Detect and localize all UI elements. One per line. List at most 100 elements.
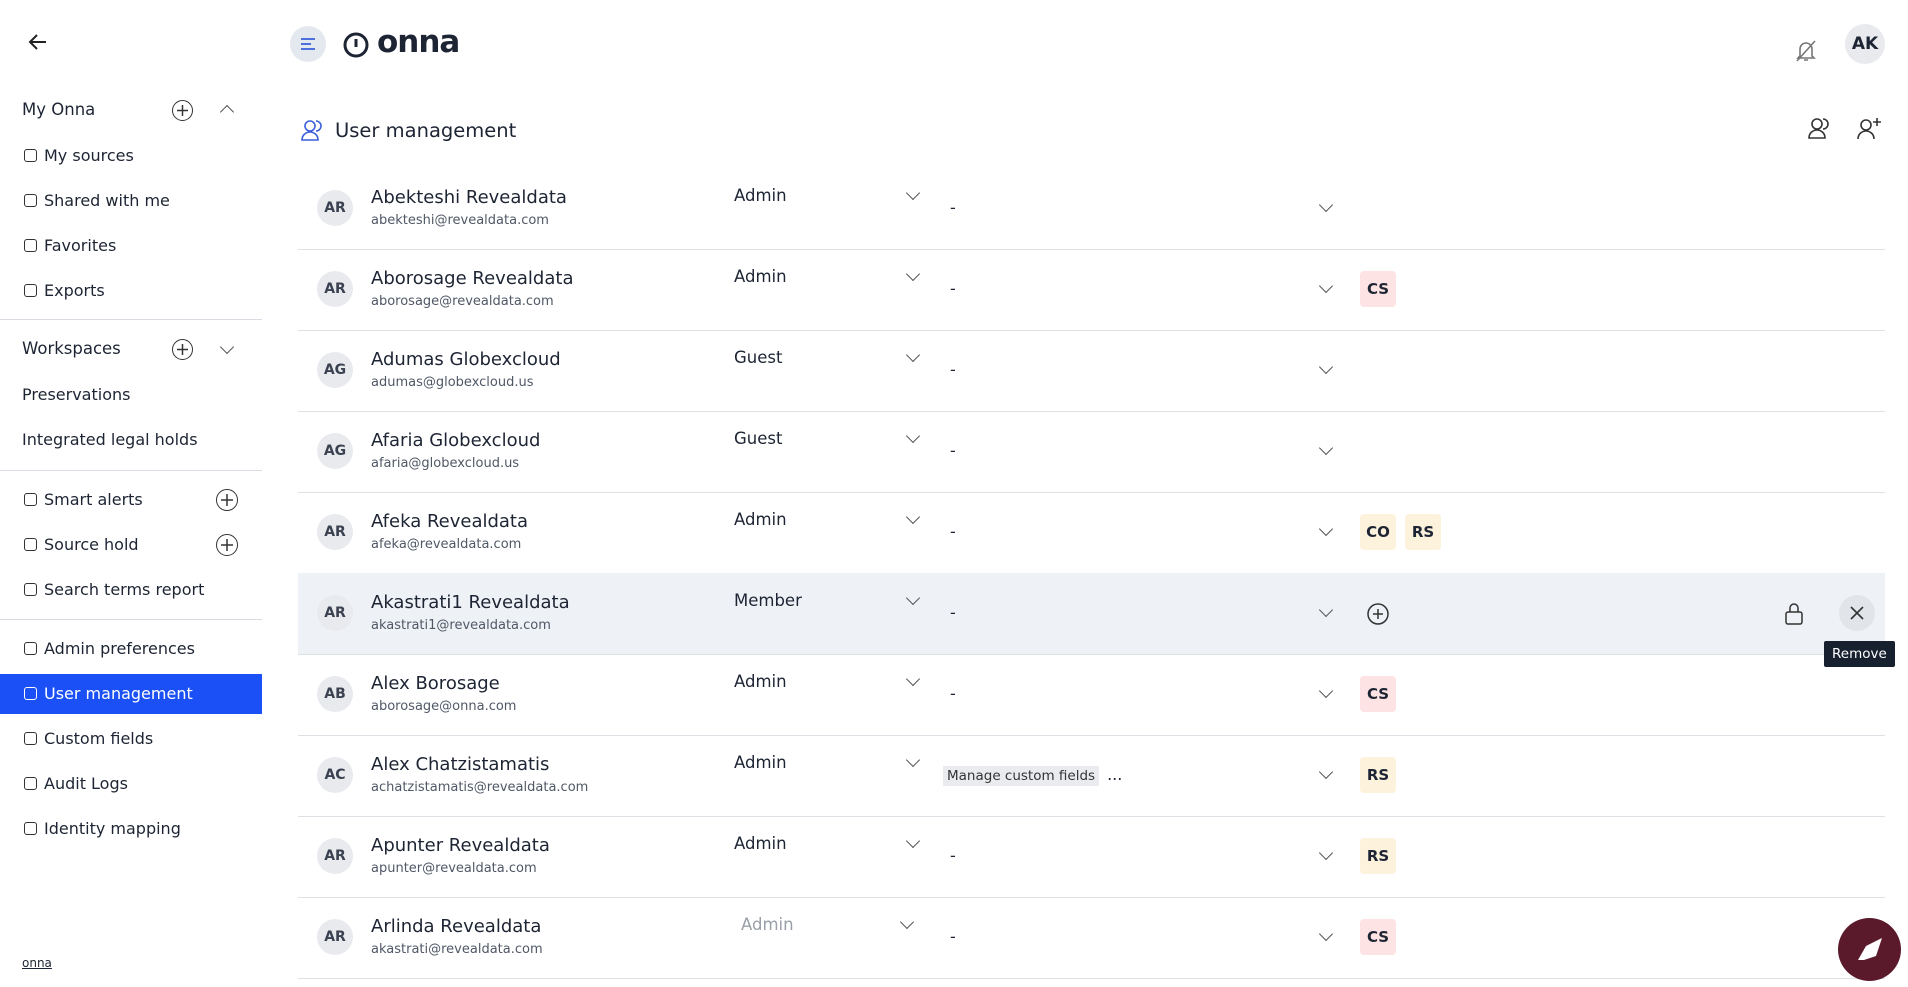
page-title: User management [335, 119, 517, 142]
nav-item[interactable]: User management [44, 684, 193, 703]
permissions: - [950, 279, 956, 298]
item-icon [24, 642, 37, 655]
item-icon [24, 284, 37, 297]
role-select[interactable]: Guest [734, 348, 783, 367]
item-icon [24, 239, 37, 252]
role-chevron [905, 671, 921, 687]
role-chevron [905, 428, 921, 444]
role-chevron [905, 347, 921, 363]
user-row[interactable]: AG Adumas Globexcloud adumas@globexcloud.u… [298, 330, 1885, 412]
user-row[interactable]: AR Abekteshi Revealdata abekteshi@revealda… [298, 183, 1885, 250]
role-select[interactable]: Admin [734, 834, 787, 853]
user-row[interactable]: AB Alex Borosage aborosage@onna.com Admin - C… [298, 654, 1885, 736]
nav-item[interactable]: Shared with me [44, 191, 170, 210]
item-icon [24, 777, 37, 790]
role-select[interactable]: Guest [734, 429, 783, 448]
user-email: afaria@globexcloud.us [371, 456, 520, 471]
divider [0, 470, 262, 471]
back-button[interactable] [26, 30, 50, 54]
nav-item[interactable]: Search terms report [44, 580, 205, 599]
user-name: Abekteshi Revealdata [371, 187, 567, 208]
lock-button[interactable] [1783, 601, 1805, 631]
user-initials: AR [317, 595, 353, 631]
role-select[interactable]: Member [734, 591, 802, 610]
user-name: Afeka Revealdata [371, 511, 529, 532]
add-group[interactable] [1367, 603, 1389, 629]
add-user-button[interactable] [1856, 116, 1882, 142]
nav-item[interactable]: Favorites [44, 236, 117, 255]
collapse-toggle[interactable] [219, 104, 235, 120]
add-button[interactable] [172, 100, 193, 121]
nav-item[interactable]: Smart alerts [44, 490, 143, 509]
group-badge: CS [1360, 919, 1396, 955]
user-table: AR Abekteshi Revealdata abekteshi@revealda… [0, 183, 1908, 987]
more-permissions[interactable]: ... [1107, 765, 1123, 784]
notifications[interactable] [1794, 38, 1818, 64]
role-select[interactable]: Admin [734, 267, 787, 286]
item-icon [24, 149, 37, 162]
role-chevron [905, 185, 921, 201]
nav-item[interactable]: Custom fields [44, 729, 154, 748]
user-initials: AB [317, 676, 353, 712]
add-button[interactable] [216, 489, 238, 511]
nav-item[interactable]: Audit Logs [44, 774, 128, 793]
nav-item[interactable]: Identity mapping [44, 819, 181, 838]
permissions-chevron [1318, 926, 1334, 942]
badges: RS [1360, 838, 1405, 874]
role-select[interactable]: Admin [734, 672, 787, 691]
permissions-chevron [1318, 521, 1334, 537]
role-select[interactable]: Admin [734, 753, 787, 772]
user-row[interactable]: AR Akastrati1 Revealdata akastrati1@reveal… [298, 573, 1885, 655]
nav-item[interactable]: Exports [44, 281, 105, 300]
section-title[interactable]: Workspaces [22, 339, 121, 358]
permissions: - [950, 846, 956, 865]
group-badge: RS [1405, 514, 1441, 550]
logo-icon [343, 32, 369, 58]
user-row[interactable]: AR Afeka Revealdata afeka@revealdata.com Ad… [298, 492, 1885, 574]
nav-item[interactable]: Source hold [44, 535, 139, 554]
groups-button[interactable] [1806, 116, 1832, 142]
item-icon [24, 732, 37, 745]
nav-item[interactable]: My sources [44, 146, 134, 165]
user-row[interactable]: AR Arlinda Revealdata akastrati@revealdata… [298, 897, 1885, 979]
user-email: aborosage@revealdata.com [371, 294, 554, 309]
user-initials: AR [317, 271, 353, 307]
permissions-chevron [1318, 278, 1334, 294]
permissions: - [950, 198, 956, 217]
badges: CS [1360, 271, 1405, 307]
role-select[interactable]: Admin [734, 186, 787, 205]
role-select: Admin [741, 915, 794, 934]
group-badge: CO [1360, 514, 1396, 550]
user-row[interactable]: AG Afaria Globexcloud afaria@globexcloud.u… [298, 411, 1885, 493]
footer-logo[interactable]: onna [22, 956, 52, 970]
permissions: - [950, 684, 956, 703]
chat-button[interactable] [1838, 918, 1901, 981]
user-row[interactable]: AR Aborosage Revealdata aborosage@revealda… [298, 249, 1885, 331]
user-row[interactable]: AR Apunter Revealdata apunter@revealdata.c… [298, 816, 1885, 898]
user-avatar[interactable]: AK [1845, 24, 1885, 64]
user-email: abekteshi@revealdata.com [371, 213, 549, 228]
user-name: Alex Borosage [371, 673, 500, 694]
role-chevron [905, 590, 921, 606]
add-button[interactable] [172, 339, 193, 360]
title-icon [301, 120, 322, 141]
role-select[interactable]: Admin [734, 510, 787, 529]
user-row[interactable]: AC Alex Chatzistamatis achatzistamatis@rev… [298, 735, 1885, 817]
nav-item[interactable]: Preservations [22, 385, 131, 404]
user-email: aborosage@onna.com [371, 699, 517, 714]
user-name: Adumas Globexcloud [371, 349, 561, 370]
permissions: - [950, 927, 956, 946]
item-icon [24, 687, 37, 700]
add-button[interactable] [216, 534, 238, 556]
user-email: akastrati1@revealdata.com [371, 618, 551, 633]
user-initials: AR [317, 838, 353, 874]
remove-button[interactable] [1839, 595, 1875, 631]
section-title[interactable]: My Onna [22, 100, 96, 119]
menu-button[interactable] [290, 26, 326, 62]
permissions-chevron [1318, 197, 1334, 213]
permissions: Manage custom fields... [943, 765, 1122, 786]
permissions: - [950, 360, 956, 379]
user-initials: AG [317, 352, 353, 388]
nav-item[interactable]: Integrated legal holds [22, 430, 198, 449]
nav-item[interactable]: Admin preferences [44, 639, 195, 658]
